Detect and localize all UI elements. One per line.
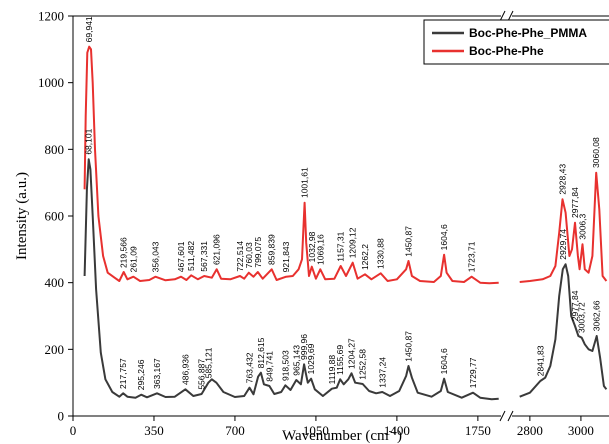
peak-label-10: 799,075	[253, 237, 263, 268]
peak-label-37: 1119,88	[327, 355, 337, 385]
peak-label-26: 363,167	[152, 358, 162, 389]
peak-label-0: 69,941	[84, 16, 94, 42]
peak-label-32: 849,741	[264, 351, 274, 382]
peak-label-49: 2841,83	[535, 345, 545, 376]
peak-label-20: 1450,87	[403, 226, 413, 257]
peak-label-41: 1337,24	[377, 357, 387, 388]
peak-label-7: 621,096	[212, 234, 222, 265]
axis-break-mark	[507, 10, 514, 22]
axis-break-mark	[507, 410, 514, 422]
peak-label-52: 3003,72	[577, 302, 587, 333]
peak-label-39: 1204,27	[347, 338, 357, 369]
legend-box	[423, 19, 609, 65]
axis-break-mark	[499, 10, 506, 22]
peak-label-23: 68,101	[84, 128, 94, 154]
peak-label-44: 1729,77	[468, 357, 478, 388]
peak-label-40: 1252,58	[358, 349, 368, 380]
peak-label-16: 1157,31	[336, 231, 346, 261]
x-tick-label-0-0: 0	[70, 423, 77, 438]
x-tick-label-0-2: 700	[225, 423, 245, 438]
peak-label-30: 763,432	[245, 352, 255, 383]
peak-label-15: 1069,16	[315, 234, 325, 265]
legend-label-pmma: Boc-Phe-Phe_PMMA	[469, 26, 587, 40]
peak-label-53: 3062,66	[592, 300, 602, 331]
peak-label-31: 812,615	[256, 337, 266, 368]
series-line-0-segment-0	[83, 158, 499, 401]
x-tick-label-1-1: 3000	[568, 423, 594, 438]
peak-label-22: 1723,71	[467, 241, 477, 272]
peak-label-3: 356,043	[150, 241, 160, 272]
peak-label-38: 1155,69	[335, 345, 345, 375]
legend-label-boc: Boc-Phe-Phe	[469, 44, 544, 58]
peak-label-24: 217,757	[118, 358, 128, 389]
y-tick-label-1: 200	[45, 342, 65, 357]
peak-label-8: 722,514	[235, 241, 245, 272]
x-tick-label-1-0: 2800	[517, 423, 543, 438]
peak-label-48: 3060,08	[591, 137, 601, 168]
x-axis-title-main: Wavenumber (cm	[282, 428, 389, 444]
x-tick-label-0-1: 350	[144, 423, 164, 438]
peak-label-12: 921,843	[281, 241, 291, 272]
series-line-1-segment-0	[83, 45, 499, 285]
peak-label-45: 2928,43	[557, 164, 567, 195]
peak-label-17: 1209,12	[348, 227, 358, 258]
peak-label-6: 567,331	[199, 241, 209, 272]
peak-label-46: 2977,84	[570, 187, 580, 218]
peak-label-5: 511,482	[186, 241, 196, 271]
peak-label-51: 2977,84	[570, 290, 580, 321]
peak-label-42: 1450,87	[403, 331, 413, 362]
legend: Boc-Phe-Phe_PMMA Boc-Phe-Phe	[423, 19, 609, 65]
peak-label-35: 999,96	[299, 334, 309, 360]
peak-label-34: 965,143	[291, 345, 301, 376]
peak-label-19: 1330,88	[376, 238, 386, 269]
peak-label-36: 1029,69	[306, 343, 316, 374]
y-tick-label-2: 400	[45, 275, 65, 290]
y-tick-label-0: 0	[58, 409, 65, 424]
peak-label-21: 1604,6	[439, 224, 449, 250]
peak-label-28: 556,887	[197, 359, 207, 390]
x-axis-title-close: )	[397, 428, 402, 444]
x-tick-label-0-4: 1400	[384, 423, 410, 438]
x-axis-title-exponent: -1	[389, 426, 397, 437]
x-axis-title: Wavenumber (cm-1)	[282, 426, 402, 444]
axis-layer: 0 200 400 600 800 1000 1200 0 350 700 1050 1400 1750…	[38, 9, 609, 438]
peak-label-11: 859,839	[267, 234, 277, 265]
y-tick-label-5: 1000	[38, 75, 64, 90]
peak-label-43: 1604,6	[439, 348, 449, 374]
peak-label-2: 261,09	[128, 246, 138, 272]
peak-label-1: 219,566	[119, 237, 129, 268]
axis-break-mark	[499, 410, 506, 422]
y-tick-label-4: 800	[45, 142, 65, 157]
peak-label-27: 486,936	[180, 354, 190, 385]
series-layer	[83, 45, 608, 401]
x-tick-label-0-5: 1750	[465, 423, 491, 438]
peak-label-50: 2929,74	[558, 229, 568, 260]
y-axis-title: Intensity (a.u.)	[14, 172, 30, 260]
series-line-0-segment-1	[519, 263, 608, 398]
peak-label-47: 3006,3	[577, 213, 587, 239]
peak-label-13: 1001,61	[300, 167, 310, 198]
y-tick-label-6: 1200	[38, 9, 64, 24]
peak-label-4: 467,601	[176, 241, 186, 272]
peak-label-layer: 69,941 219,566 261,09 356,043 467,601 511,482…	[84, 16, 602, 390]
peak-label-18: 1262,2	[360, 244, 370, 270]
peak-label-14: 1032,98	[307, 231, 317, 262]
peak-label-29: 585,121	[203, 347, 213, 378]
y-tick-label-3: 600	[45, 209, 65, 224]
peak-label-33: 918,503	[280, 350, 290, 381]
peak-label-9: 760,03	[244, 242, 254, 268]
peak-label-25: 295,246	[136, 359, 146, 390]
series-line-1-segment-1	[519, 171, 608, 283]
x-tick-label-0-3: 1050	[303, 423, 329, 438]
